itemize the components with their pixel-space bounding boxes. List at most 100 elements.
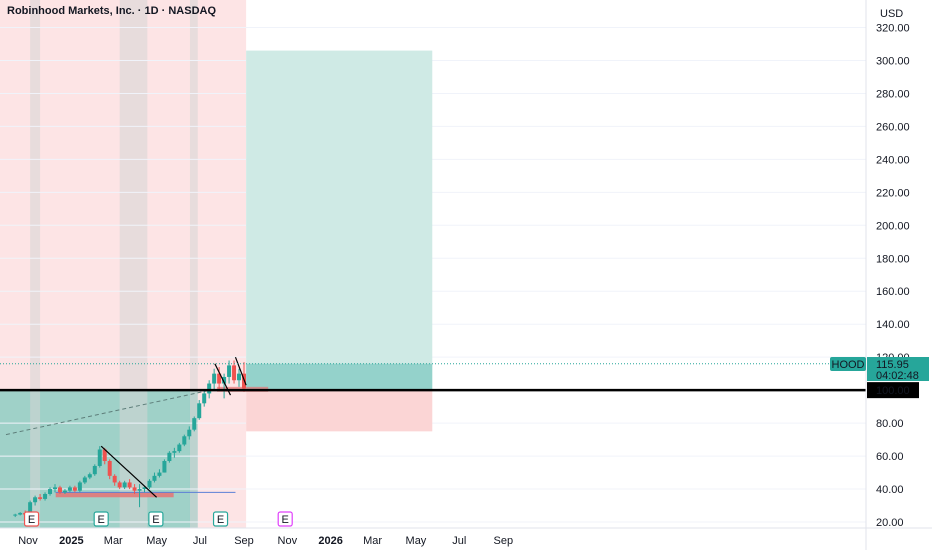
candle-body bbox=[72, 487, 77, 491]
candle-body bbox=[217, 373, 222, 384]
candle-body bbox=[207, 383, 212, 394]
candle-body bbox=[43, 493, 48, 499]
earnings-label: E bbox=[282, 514, 289, 526]
candle-body bbox=[222, 376, 227, 384]
x-tick-label: May bbox=[146, 535, 167, 547]
candle-body bbox=[182, 436, 187, 445]
candle-body bbox=[97, 449, 102, 466]
y-tick-label: 160.00 bbox=[876, 286, 910, 298]
x-tick-label: Sep bbox=[234, 535, 254, 547]
candle-body bbox=[212, 373, 217, 384]
candle-body bbox=[227, 365, 232, 377]
candle-body bbox=[82, 477, 87, 483]
candle-body bbox=[122, 482, 127, 488]
candle-body bbox=[132, 487, 137, 491]
candle-body bbox=[167, 452, 172, 462]
key-level-value: 100.00 bbox=[876, 385, 910, 397]
candle-body bbox=[162, 461, 167, 473]
candle-body bbox=[18, 512, 23, 515]
candle-body bbox=[147, 480, 152, 488]
candle-body bbox=[112, 475, 117, 483]
candle-body bbox=[48, 489, 53, 494]
y-tick-label: 20.00 bbox=[876, 517, 904, 529]
earnings-marker[interactable] bbox=[148, 511, 164, 527]
target-zone[interactable] bbox=[246, 50, 433, 391]
candle-body bbox=[142, 487, 147, 490]
profit-fill bbox=[246, 363, 433, 391]
session-band bbox=[189, 0, 198, 528]
candle-body bbox=[232, 365, 237, 381]
price-tag bbox=[867, 357, 929, 381]
x-tick-label: Nov bbox=[18, 535, 38, 547]
earnings-marker[interactable] bbox=[93, 511, 109, 527]
candle-body bbox=[13, 514, 18, 516]
earnings-marker[interactable] bbox=[212, 511, 229, 527]
candle-body bbox=[157, 472, 162, 476]
earnings-label: E bbox=[217, 514, 224, 526]
y-tick-label: 240.00 bbox=[876, 154, 910, 166]
candle-body bbox=[137, 489, 142, 491]
currency-label: USD bbox=[880, 8, 903, 20]
candle-body bbox=[38, 497, 43, 499]
candle-body bbox=[202, 393, 207, 404]
chart-title: Robinhood Markets, Inc. · 1D · NASDAQ bbox=[7, 5, 217, 17]
candle-body bbox=[57, 487, 62, 493]
earnings-label: E bbox=[152, 514, 159, 526]
y-tick-label: 180.00 bbox=[876, 253, 910, 265]
trendline[interactable] bbox=[234, 356, 247, 386]
last-price-value: 115.95 bbox=[876, 359, 909, 371]
x-tick-label: Jul bbox=[452, 535, 466, 547]
symbol-tag bbox=[830, 357, 866, 371]
symbol-label: HOOD bbox=[832, 359, 865, 371]
candle-body bbox=[187, 429, 192, 437]
candle-body bbox=[192, 418, 197, 430]
y-tick-label: 280.00 bbox=[876, 88, 910, 100]
candle-body bbox=[92, 465, 97, 475]
price-axis[interactable] bbox=[866, 0, 932, 550]
earnings-marker[interactable] bbox=[23, 511, 40, 527]
candle-body bbox=[102, 449, 107, 462]
y-tick-label: 200.00 bbox=[876, 220, 910, 232]
y-tick-label: 220.00 bbox=[876, 187, 910, 199]
x-tick-label: Mar bbox=[363, 535, 382, 547]
x-tick-label: Mar bbox=[104, 535, 123, 547]
bearish-background-lower bbox=[197, 390, 247, 528]
key-level-tag bbox=[867, 382, 919, 399]
session-band bbox=[119, 0, 148, 528]
candle-body bbox=[52, 487, 57, 490]
earnings-marker[interactable] bbox=[277, 511, 293, 527]
candle-body bbox=[62, 490, 67, 493]
candle-body bbox=[172, 451, 177, 453]
x-tick-label: Jul bbox=[193, 535, 207, 547]
earnings-label: E bbox=[28, 514, 35, 526]
candle-body bbox=[237, 373, 242, 381]
session-band bbox=[30, 0, 41, 528]
candle-body bbox=[67, 487, 72, 491]
candle-body bbox=[87, 474, 92, 478]
stop-zone[interactable] bbox=[246, 390, 433, 432]
x-tick-label: May bbox=[406, 535, 427, 547]
candle-body bbox=[152, 475, 157, 481]
x-tick-label: 2025 bbox=[59, 535, 83, 547]
x-tick-label: Sep bbox=[494, 535, 514, 547]
candle-body bbox=[33, 497, 38, 503]
y-tick-label: 40.00 bbox=[876, 484, 904, 496]
y-tick-label: 320.00 bbox=[876, 23, 910, 35]
candle-body bbox=[77, 482, 82, 491]
y-tick-label: 260.00 bbox=[876, 121, 910, 133]
y-tick-label: 140.00 bbox=[876, 319, 910, 331]
candle-body bbox=[117, 482, 122, 488]
trendline[interactable] bbox=[100, 445, 158, 498]
candle-body bbox=[127, 482, 132, 488]
candle-body bbox=[107, 461, 112, 476]
y-tick-label: 60.00 bbox=[876, 451, 904, 463]
countdown-value: 04:02:48 bbox=[876, 370, 919, 382]
support-zone[interactable] bbox=[55, 492, 174, 498]
x-tick-label: 2026 bbox=[318, 535, 342, 547]
y-tick-label: 300.00 bbox=[876, 55, 910, 67]
candle-body bbox=[177, 444, 182, 452]
x-tick-label: Nov bbox=[278, 535, 298, 547]
candle-body bbox=[28, 502, 33, 515]
